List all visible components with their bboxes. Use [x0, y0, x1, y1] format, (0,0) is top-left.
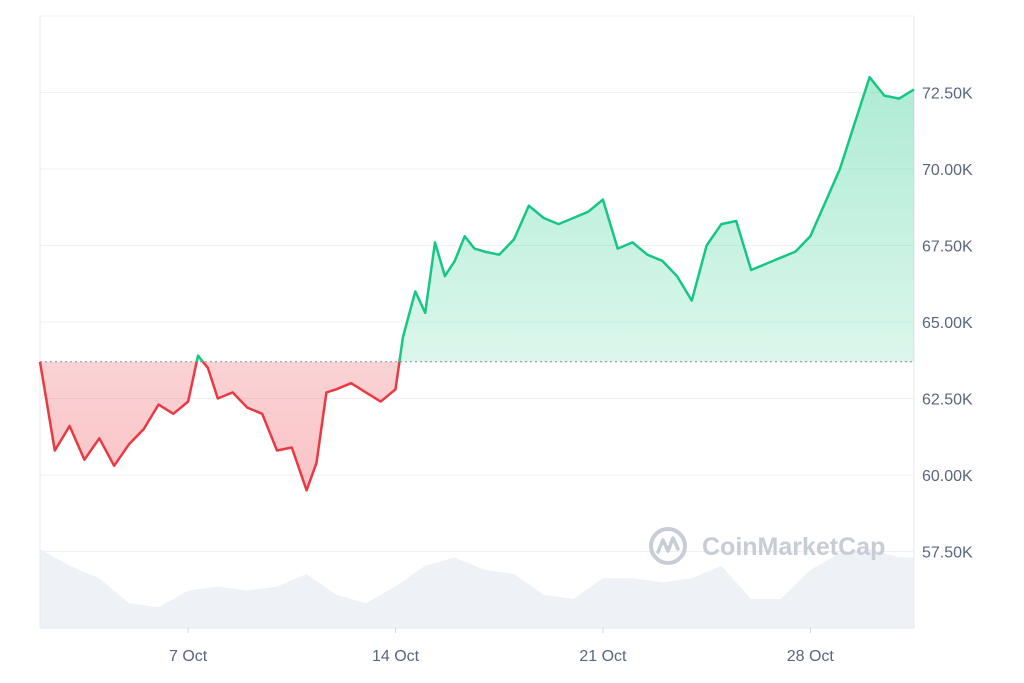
data-point: [571, 216, 575, 220]
x-tick-label: 21 Oct: [579, 648, 627, 665]
data-point: [690, 299, 694, 303]
data-point: [157, 403, 161, 407]
data-point: [171, 412, 175, 416]
data-point: [305, 488, 309, 492]
data-point: [112, 464, 116, 468]
data-point: [734, 219, 738, 223]
x-tick-label: 14 Oct: [372, 648, 420, 665]
data-point: [808, 234, 812, 238]
data-point: [557, 222, 561, 226]
data-point: [453, 259, 457, 263]
data-point: [882, 94, 886, 98]
y-axis: 57.50K 60.00K 62.50K 65.00K 67.50K 70.00K 72.5…: [922, 86, 973, 562]
data-point: [53, 449, 57, 453]
data-point: [631, 240, 635, 244]
data-point: [705, 244, 709, 248]
data-point: [231, 390, 235, 394]
data-point: [186, 400, 190, 404]
data-point: [482, 250, 486, 254]
data-point: [838, 167, 842, 171]
y-tick-label: 67.50K: [922, 239, 973, 256]
data-point: [216, 397, 220, 401]
data-point: [645, 253, 649, 257]
data-point: [433, 240, 437, 244]
data-point: [245, 406, 249, 410]
data-point: [196, 354, 200, 358]
data-point: [794, 250, 798, 254]
data-point: [719, 222, 723, 226]
data-point: [97, 436, 101, 440]
y-tick-label: 70.00K: [922, 162, 973, 179]
x-axis: 7 Oct 14 Oct 21 Oct 28 Oct: [169, 628, 834, 665]
data-point: [823, 201, 827, 205]
y-tick-label: 65.00K: [922, 315, 973, 332]
data-point: [324, 390, 328, 394]
y-tick-label: 72.50K: [922, 86, 973, 103]
data-point: [364, 390, 368, 394]
data-point: [142, 427, 146, 431]
data-point: [586, 210, 590, 214]
data-point: [38, 360, 42, 364]
data-point: [68, 424, 72, 428]
data-point: [897, 97, 901, 101]
data-point: [912, 87, 916, 91]
data-point: [601, 198, 605, 202]
data-point: [616, 247, 620, 251]
x-tick-label: 7 Oct: [169, 648, 208, 665]
data-point: [82, 458, 86, 462]
volume-area: [40, 549, 914, 628]
data-point: [473, 247, 477, 251]
data-point: [315, 461, 319, 465]
data-point: [749, 268, 753, 272]
data-point: [497, 253, 501, 257]
data-point: [463, 234, 467, 238]
data-point: [334, 387, 338, 391]
data-point: [413, 289, 417, 293]
data-point: [260, 412, 264, 416]
watermark: CoinMarketCap: [649, 527, 885, 565]
y-tick-label: 62.50K: [922, 392, 973, 409]
y-tick-label: 57.50K: [922, 545, 973, 562]
data-point: [394, 387, 398, 391]
price-line-above-baseline: [40, 75, 915, 362]
data-point: [401, 335, 405, 339]
data-point: [868, 75, 872, 79]
data-point: [512, 237, 516, 241]
y-tick-label: 60.00K: [922, 468, 973, 485]
data-point: [423, 311, 427, 315]
data-point: [127, 442, 131, 446]
data-point: [275, 449, 279, 453]
data-point: [675, 274, 679, 278]
data-point: [853, 121, 857, 125]
price-line-below-baseline: [38, 361, 401, 492]
watermark-text: CoinMarketCap: [702, 533, 885, 561]
data-point: [542, 216, 546, 220]
coinmarketcap-logo-icon: [649, 527, 687, 565]
data-point: [527, 204, 531, 208]
x-tick-label: 28 Oct: [787, 648, 835, 665]
data-point: [349, 381, 353, 385]
area-fill-below-baseline: [40, 361, 914, 491]
data-point: [660, 259, 664, 263]
area-fill-above-baseline: [196, 77, 914, 362]
data-point: [779, 256, 783, 260]
data-point: [206, 366, 210, 370]
data-point: [290, 446, 294, 450]
data-point: [443, 274, 447, 278]
data-point: [379, 400, 383, 404]
data-point: [764, 262, 768, 266]
